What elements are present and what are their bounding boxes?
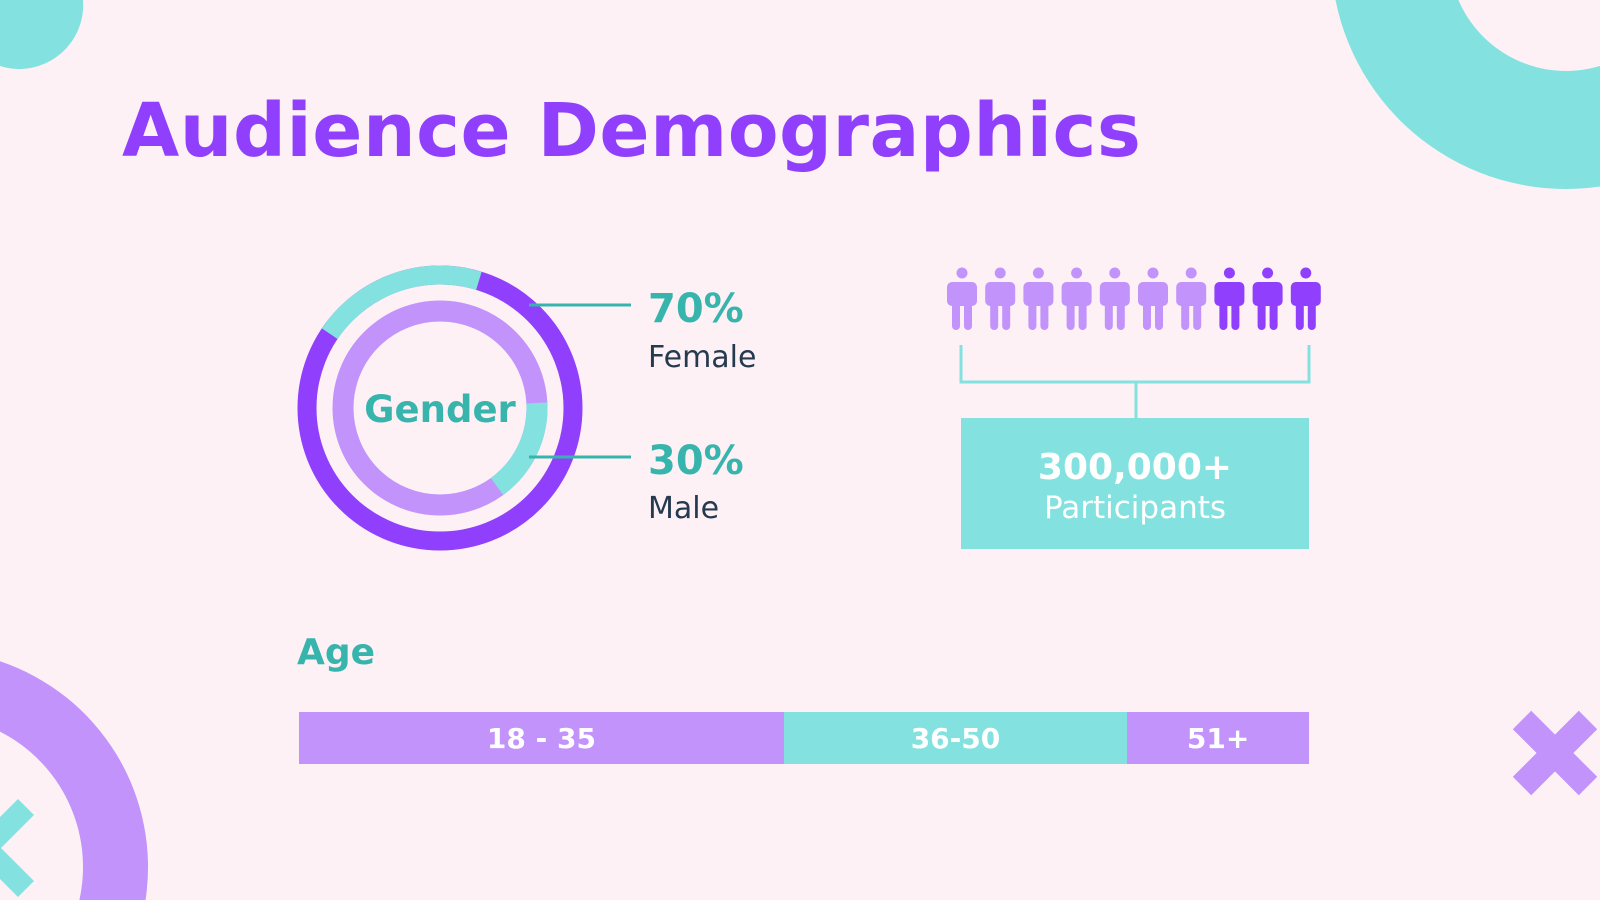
age-segment-51-plus: 51+ bbox=[1127, 712, 1309, 764]
inner-ring-teal-arc bbox=[490, 402, 548, 495]
person-icon bbox=[1099, 267, 1130, 330]
person-icon bbox=[1176, 267, 1207, 330]
age-segment-36-50: 36-50 bbox=[783, 712, 1128, 764]
person-icon bbox=[1138, 267, 1168, 330]
person-icon bbox=[1061, 267, 1092, 330]
decor-ring-top-right bbox=[1335, 0, 1600, 189]
person-icon bbox=[947, 267, 977, 330]
male-label: Male bbox=[648, 491, 720, 526]
outer-ring-teal-arc bbox=[321, 265, 482, 340]
female-label: Female bbox=[648, 340, 757, 375]
decor-ring-bottom-left bbox=[0, 661, 149, 900]
person-icon bbox=[985, 267, 1016, 330]
age-segment-label: 36-50 bbox=[910, 721, 1001, 755]
decor-x-bottom-right bbox=[1512, 710, 1598, 796]
leader-lines bbox=[529, 303, 631, 459]
age-segment-label: 18 - 35 bbox=[486, 721, 596, 755]
person-icon bbox=[1023, 267, 1054, 330]
male-percent: 30% bbox=[648, 438, 744, 484]
decor-circle-top-left bbox=[0, 0, 84, 69]
age-label: Age bbox=[297, 632, 376, 673]
age-bar: 18 - 35 36-50 51+ bbox=[299, 712, 1309, 764]
gender-donut bbox=[297, 265, 583, 551]
participants-bracket bbox=[959, 345, 1311, 418]
decor-chevron-bottom-left bbox=[0, 799, 34, 897]
age-segment-label: 51+ bbox=[1186, 721, 1250, 755]
participants-count: 300,000+ bbox=[1037, 447, 1233, 488]
participants-box: 300,000+ Participants bbox=[961, 418, 1309, 549]
age-segment-18-35: 18 - 35 bbox=[299, 712, 784, 764]
people-row bbox=[947, 267, 1321, 330]
gender-label: Gender bbox=[364, 388, 516, 431]
participants-label: Participants bbox=[1043, 490, 1227, 526]
person-icon bbox=[1252, 267, 1283, 330]
female-percent: 70% bbox=[648, 286, 744, 332]
person-icon bbox=[1214, 267, 1245, 330]
page-title: Audience Demographics bbox=[122, 88, 1142, 174]
person-icon bbox=[1290, 267, 1321, 330]
